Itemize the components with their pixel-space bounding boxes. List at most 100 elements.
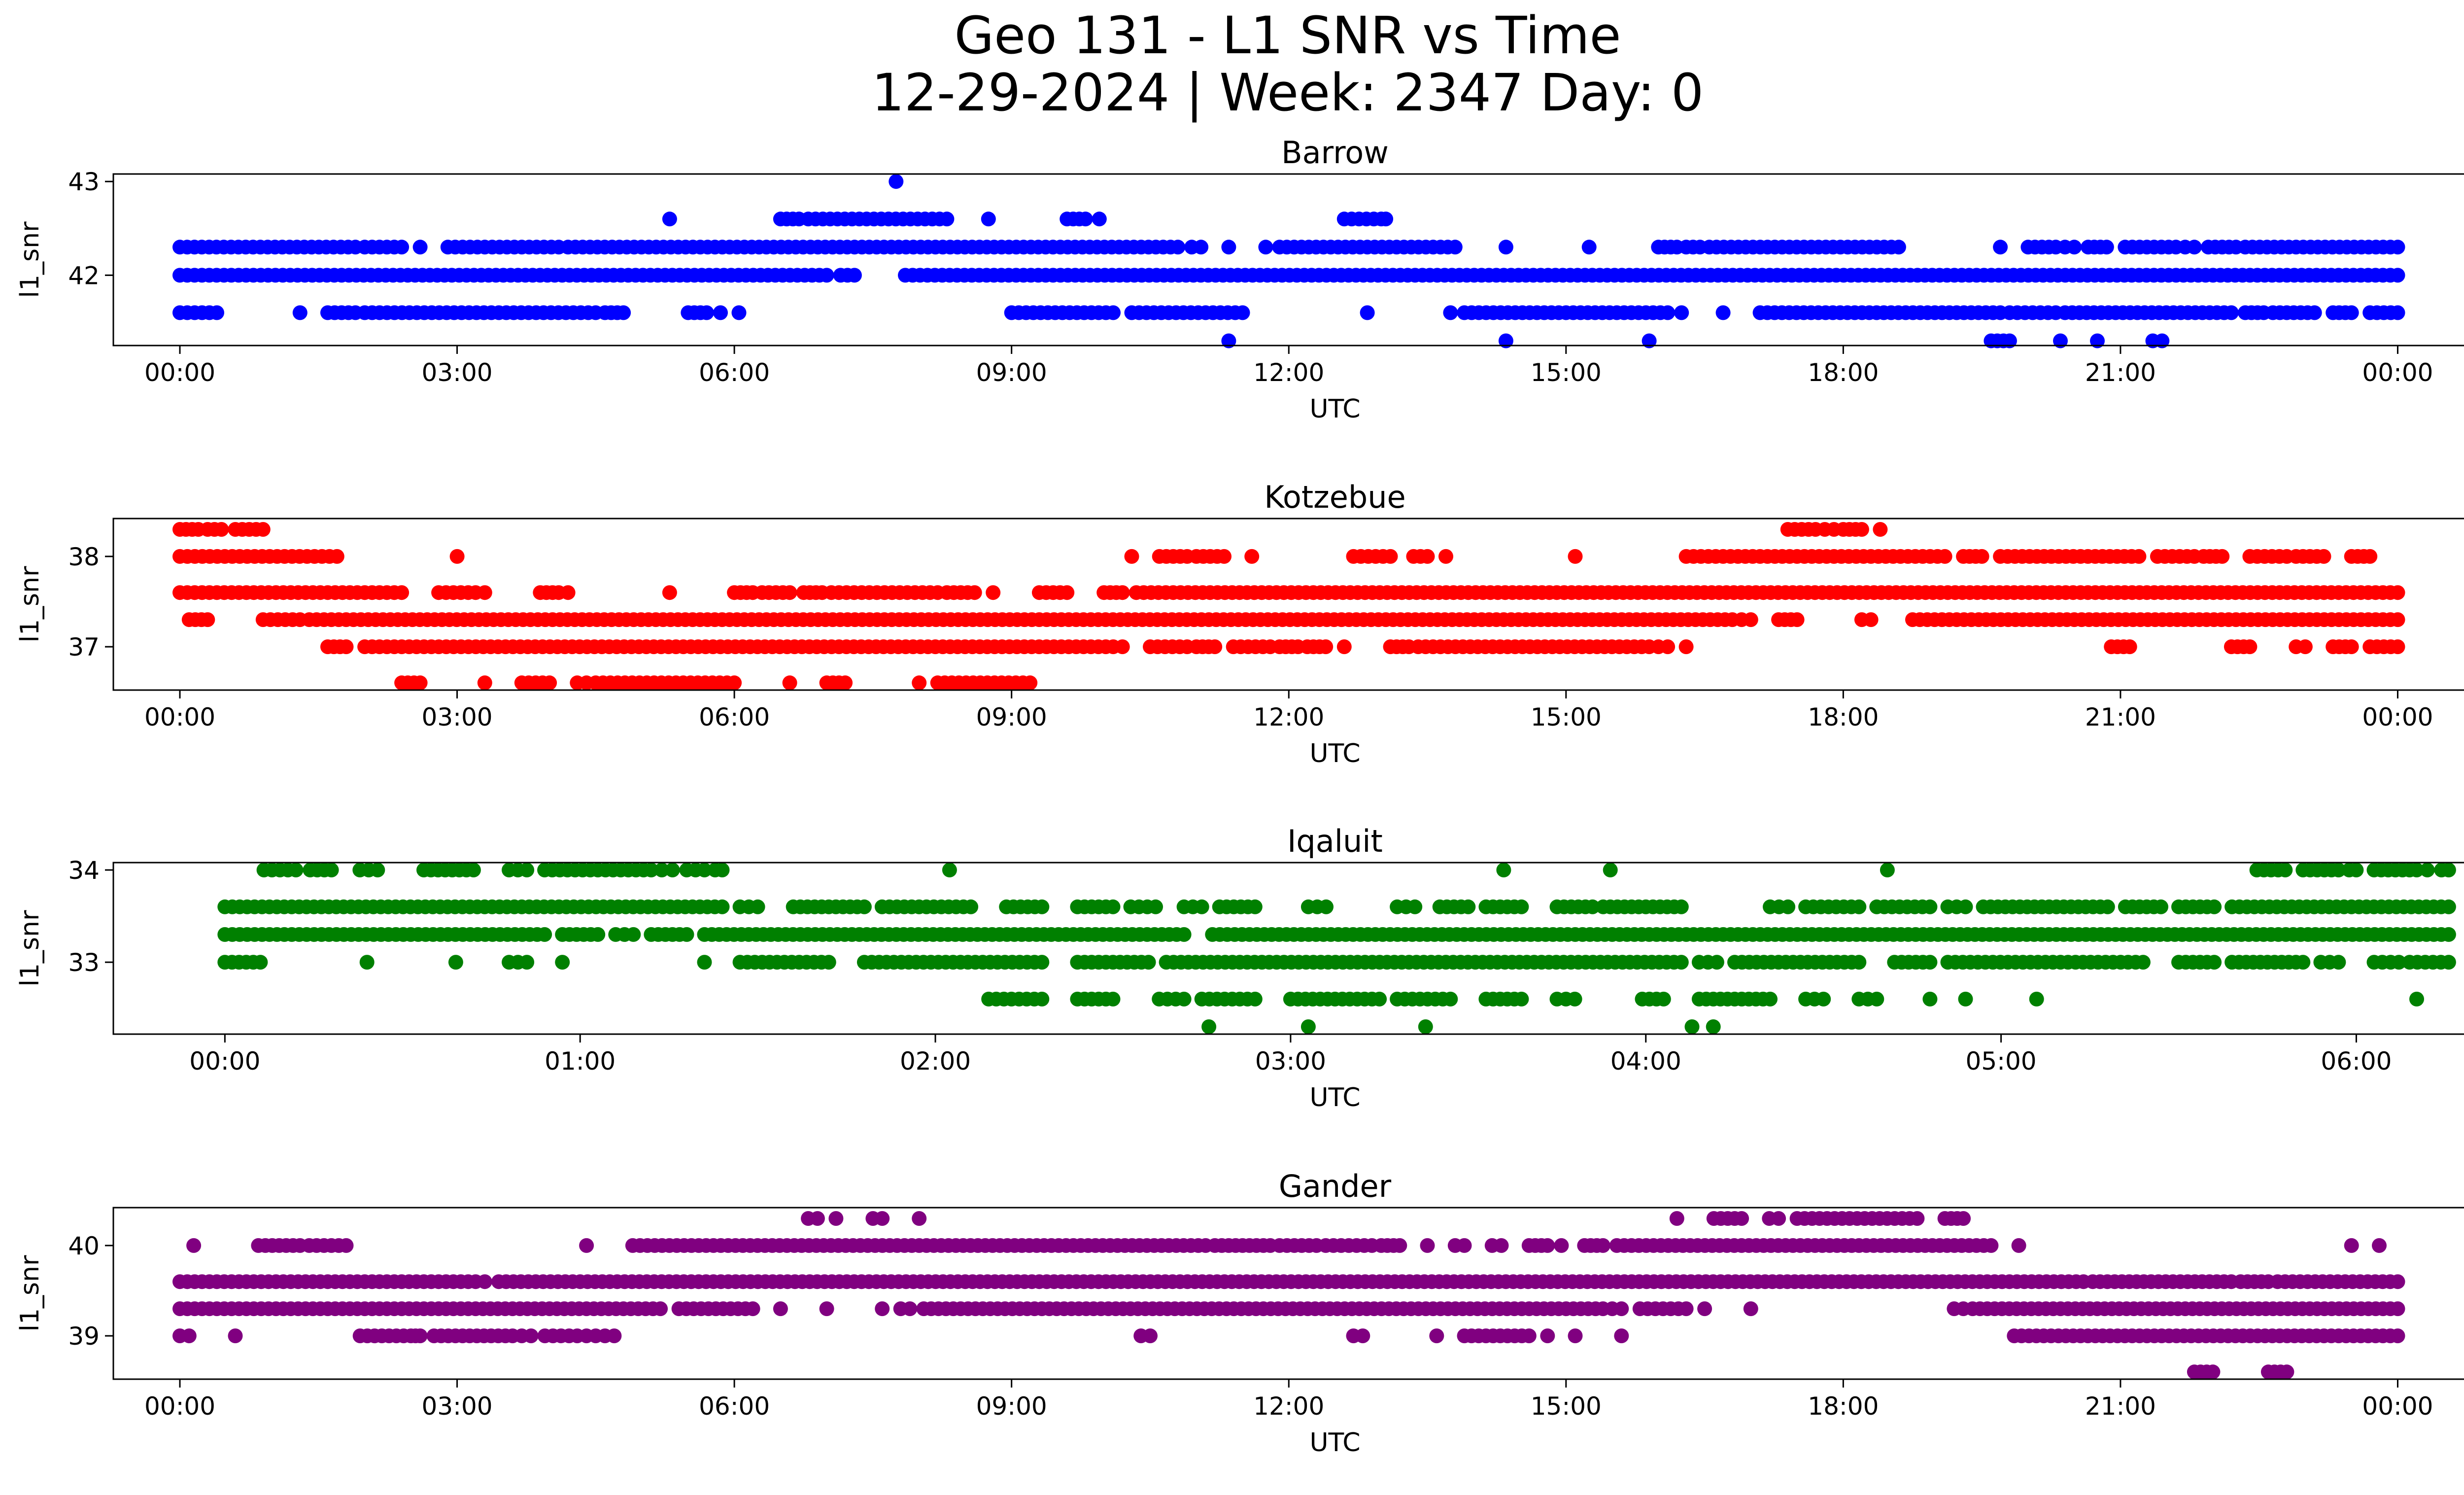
data-point bbox=[1498, 333, 1513, 348]
data-point bbox=[2372, 1238, 2387, 1253]
data-point bbox=[1498, 240, 1513, 255]
data-point bbox=[1743, 612, 1758, 627]
data-point bbox=[1567, 991, 1582, 1007]
data-point bbox=[2215, 549, 2230, 564]
data-point bbox=[2390, 1301, 2405, 1317]
data-point bbox=[902, 1301, 918, 1317]
data-point bbox=[1922, 991, 1938, 1007]
data-point bbox=[2390, 268, 2405, 283]
data-point bbox=[1221, 240, 1236, 255]
data-point bbox=[1780, 899, 1796, 914]
data-point bbox=[1207, 639, 1223, 655]
data-point bbox=[821, 955, 836, 970]
data-point bbox=[1863, 612, 1879, 627]
data-point bbox=[1115, 585, 1130, 600]
x-tick-label: 03:00 bbox=[422, 358, 493, 387]
data-point bbox=[662, 585, 677, 600]
data-point bbox=[875, 1301, 890, 1317]
y-tick-label: 40 bbox=[68, 1232, 100, 1260]
x-tick-label: 18:00 bbox=[1808, 358, 1879, 387]
data-point bbox=[1141, 955, 1156, 970]
data-point bbox=[477, 585, 492, 600]
data-point bbox=[2420, 863, 2435, 877]
data-point bbox=[939, 211, 955, 227]
data-point bbox=[2441, 955, 2456, 970]
data-point bbox=[1194, 240, 1209, 255]
data-point bbox=[1984, 1238, 1999, 1253]
x-tick-label: 09:00 bbox=[976, 1392, 1047, 1421]
plot-frame bbox=[112, 173, 2464, 347]
data-point bbox=[209, 305, 224, 320]
data-point bbox=[1880, 863, 1895, 877]
x-tick-label: 12:00 bbox=[1253, 1392, 1324, 1421]
x-tick-label: 12:00 bbox=[1253, 703, 1324, 731]
data-point bbox=[339, 1238, 354, 1253]
data-point bbox=[1697, 1301, 1712, 1317]
data-point bbox=[412, 240, 428, 255]
x-axis-label: UTC bbox=[1309, 1083, 1360, 1113]
data-point bbox=[2090, 333, 2105, 348]
data-point bbox=[1660, 639, 1676, 655]
data-point bbox=[1115, 639, 1130, 655]
x-tick-label: 03:00 bbox=[422, 1392, 493, 1421]
data-point bbox=[2131, 549, 2147, 564]
data-point bbox=[324, 863, 339, 877]
data-point bbox=[1660, 305, 1676, 320]
data-point bbox=[214, 522, 229, 537]
data-point bbox=[1360, 305, 1375, 320]
data-point bbox=[1105, 899, 1121, 914]
data-point bbox=[228, 1328, 243, 1344]
x-tick-label: 09:00 bbox=[976, 358, 1047, 387]
data-point bbox=[2390, 1274, 2405, 1289]
data-point bbox=[2011, 1238, 2026, 1253]
data-point bbox=[2205, 1364, 2221, 1380]
data-point bbox=[2316, 549, 2331, 564]
data-point bbox=[255, 522, 271, 537]
data-point bbox=[981, 211, 996, 227]
subplot-iqaluit: Iqaluit 00:00 01:00 02:00 03:00 04:00 05:00 06:… bbox=[15, 823, 2464, 1113]
data-point bbox=[1554, 1238, 1569, 1253]
data-point bbox=[1771, 1211, 1786, 1226]
data-point bbox=[1023, 675, 1038, 691]
data-point bbox=[2390, 240, 2405, 255]
x-tick-label: 15:00 bbox=[1531, 703, 1602, 731]
data-point bbox=[2390, 639, 2405, 655]
data-point bbox=[292, 305, 308, 320]
data-point bbox=[912, 675, 927, 691]
data-point bbox=[1869, 991, 1884, 1007]
data-point bbox=[1420, 1238, 1435, 1253]
data-point bbox=[1614, 1301, 1629, 1317]
x-tick-label: 18:00 bbox=[1808, 703, 1879, 731]
data-point bbox=[1958, 991, 1973, 1007]
data-point bbox=[1034, 899, 1050, 914]
data-point bbox=[1678, 639, 1694, 655]
data-point bbox=[942, 863, 957, 877]
y-axis-label: l1_snr bbox=[15, 910, 45, 987]
data-point bbox=[912, 1211, 927, 1226]
x-tick-label: 18:00 bbox=[1808, 1392, 1879, 1421]
data-point bbox=[1958, 899, 1973, 914]
data-point bbox=[1674, 955, 1689, 970]
data-point bbox=[1124, 549, 1139, 564]
data-point bbox=[2441, 863, 2456, 877]
data-point bbox=[2122, 639, 2137, 655]
data-point bbox=[1336, 639, 1352, 655]
data-point bbox=[537, 927, 552, 942]
data-point bbox=[412, 675, 428, 691]
data-point bbox=[607, 1328, 622, 1344]
data-point bbox=[967, 585, 982, 600]
y-tick-label: 43 bbox=[68, 168, 100, 196]
x-tick-label: 02:00 bbox=[900, 1047, 971, 1076]
y-tick-label: 34 bbox=[68, 856, 100, 885]
data-point bbox=[466, 863, 481, 877]
data-point bbox=[359, 955, 375, 970]
data-point bbox=[986, 585, 1001, 600]
data-point bbox=[1319, 899, 1334, 914]
data-point bbox=[2053, 333, 2068, 348]
data-point bbox=[1383, 549, 1398, 564]
data-point bbox=[2067, 240, 2082, 255]
data-point bbox=[519, 955, 535, 970]
data-point bbox=[449, 549, 465, 564]
data-point bbox=[653, 1301, 668, 1317]
data-point bbox=[2100, 899, 2115, 914]
